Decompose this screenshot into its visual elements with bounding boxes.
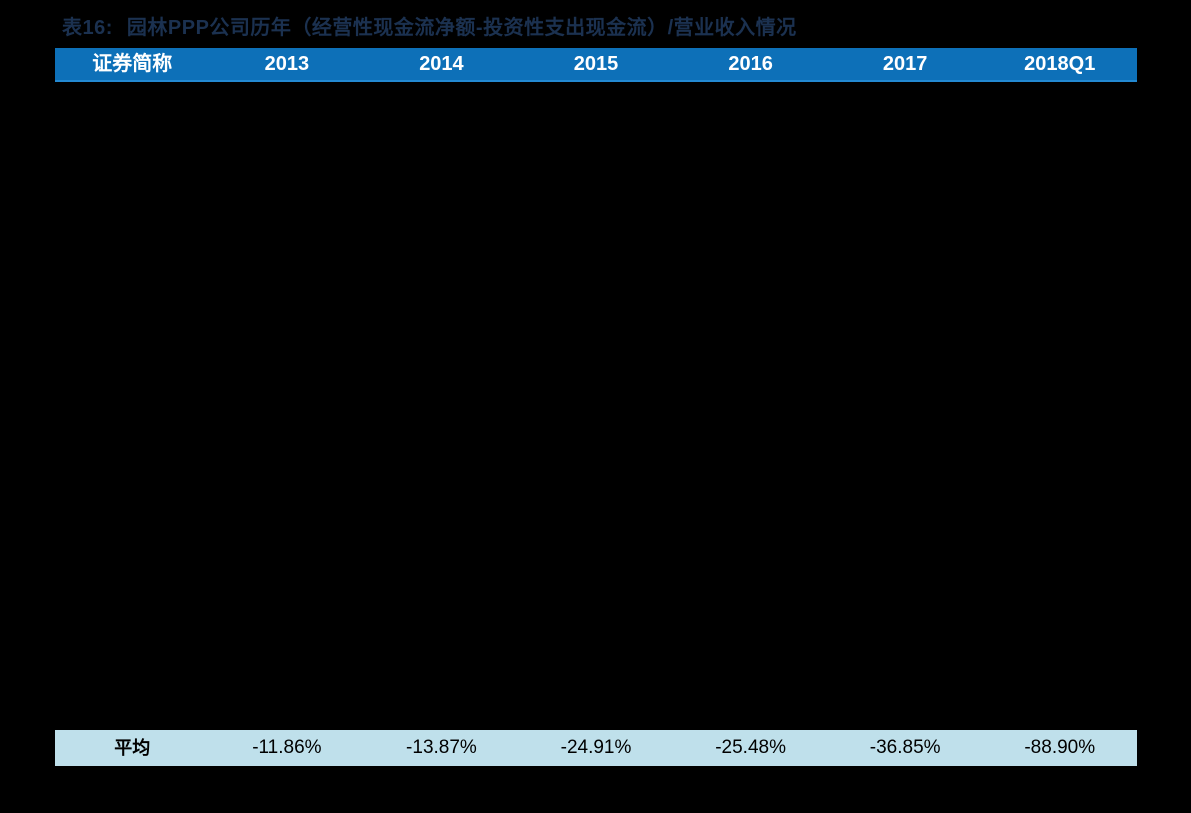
summary-average-row: 平均 -11.86% -13.87% -24.91% -25.48% -36.8… — [55, 730, 1137, 766]
column-header-2015: 2015 — [573, 53, 619, 75]
column-header-2016: 2016 — [728, 53, 773, 75]
summary-value-2017: -36.85% — [869, 737, 941, 758]
table-body-blank — [55, 82, 1137, 730]
column-header-2014: 2014 — [419, 53, 464, 75]
table-header-row: 证券简称 2013 2014 2015 2016 2017 2018Q1 — [55, 48, 1137, 82]
summary-value-2015: -24.91% — [560, 737, 632, 758]
table-title-number: 表16: — [62, 17, 113, 39]
summary-value-2018q1: -88.90% — [1024, 737, 1096, 758]
summary-value-2016: -25.48% — [715, 737, 786, 758]
table-title-text: 园林PPP公司历年（经营性现金流净额-投资性支出现金流）/营业收入情况 — [126, 17, 797, 39]
summary-value-2014: -13.87% — [406, 737, 477, 758]
column-header-2018q1: 2018Q1 — [1024, 53, 1096, 75]
column-header-2017: 2017 — [882, 53, 928, 75]
summary-row-label: 平均 — [114, 738, 151, 758]
summary-value-2013: -11.86% — [252, 737, 322, 758]
column-header-name: 证券简称 — [92, 53, 173, 75]
table-title: 表16: 园林PPP公司历年（经营性现金流净额-投资性支出现金流）/营业收入情况 — [62, 14, 797, 42]
column-header-2013: 2013 — [264, 53, 310, 75]
